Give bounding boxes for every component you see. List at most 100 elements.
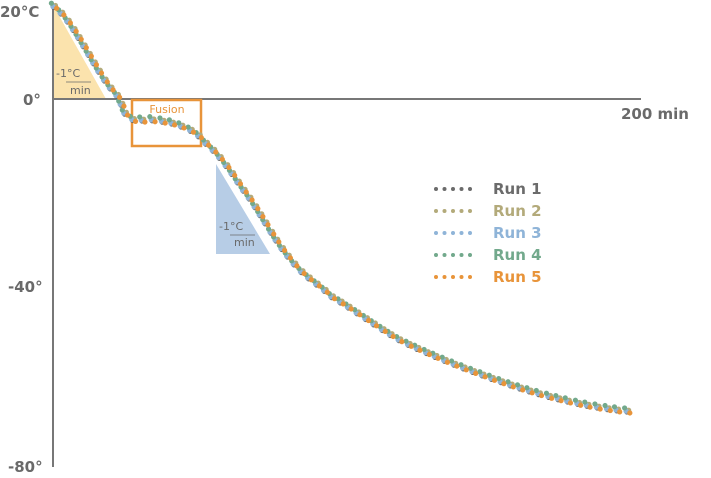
data-point-run-5 [382, 328, 388, 335]
data-point-run-5 [357, 312, 363, 318]
data-points [48, 0, 633, 416]
data-point-run-5 [491, 377, 498, 383]
legend-marker-run-4 [434, 253, 438, 257]
legend-label-run-1: Run 1 [493, 180, 542, 198]
data-point-run-4 [157, 115, 163, 121]
data-point-run-4 [265, 226, 272, 232]
data-point-run-5 [61, 12, 67, 18]
data-point-run-5 [181, 125, 187, 131]
legend-marker-run-3 [468, 231, 472, 235]
data-point-run-4 [458, 362, 464, 368]
legend-marker-run-5 [459, 275, 464, 279]
legend-marker-run-1 [459, 187, 464, 191]
data-point-run-4 [622, 405, 628, 411]
data-point-run-4 [553, 392, 559, 399]
cooling-rate-triangle-1 [53, 5, 106, 99]
cooling-rate-triangle-2 [216, 164, 270, 254]
data-point-run-5 [308, 277, 314, 283]
legend-marker-run-3 [459, 231, 464, 235]
data-point-run-4 [185, 124, 191, 130]
legend-marker-run-4 [459, 253, 464, 257]
data-point-run-5 [348, 306, 354, 312]
data-point-run-4 [486, 372, 492, 378]
data-point-run-5 [243, 189, 249, 195]
data-point-run-4 [582, 399, 588, 405]
data-point-run-5 [282, 247, 288, 253]
y-tick-label-0: 0° [23, 91, 41, 109]
rate-denominator-1: min [70, 84, 91, 97]
data-point-run-5 [110, 87, 116, 93]
legend-marker-run-1 [468, 187, 472, 191]
data-point-run-5 [501, 381, 507, 387]
y-tick-label-20: 20°C [0, 3, 39, 21]
data-point-run-5 [198, 135, 204, 141]
legend: Run 1 Run 2 Run 3 Run 4 Run 5 [434, 180, 542, 286]
data-point-run-4 [572, 397, 578, 403]
data-point-run-5 [190, 129, 197, 135]
legend-marker-run-1 [434, 187, 438, 191]
data-point-run-5 [132, 118, 139, 124]
legend-marker-run-2 [468, 209, 472, 213]
data-point-run-5 [104, 79, 110, 85]
data-point-run-5 [587, 404, 593, 410]
rate-numerator-1: -1°C [56, 67, 80, 80]
data-point-run-5 [520, 387, 526, 393]
legend-marker-run-2 [451, 209, 455, 213]
legend-marker-run-2 [434, 209, 438, 213]
data-point-run-5 [142, 119, 148, 125]
data-point-run-5 [549, 395, 555, 401]
data-point-run-4 [477, 369, 483, 375]
data-point-run-5 [301, 270, 307, 277]
data-point-run-4 [403, 338, 409, 344]
data-point-run-5 [171, 122, 178, 128]
data-point-run-5 [331, 296, 338, 302]
data-point-run-4 [524, 385, 530, 391]
data-point-run-5 [88, 53, 94, 59]
data-point-run-4 [496, 375, 502, 382]
data-point-run-5 [444, 359, 451, 365]
data-point-run-5 [213, 149, 219, 155]
data-point-run-5 [162, 120, 168, 126]
y-tick-label-minus-80: -80° [8, 458, 43, 476]
data-point-run-4 [176, 120, 182, 126]
data-point-run-5 [83, 45, 89, 51]
data-point-run-5 [473, 370, 479, 376]
data-point-run-4 [562, 395, 568, 401]
data-point-run-4 [421, 346, 427, 353]
data-point-run-5 [627, 410, 633, 416]
data-point-run-4 [137, 114, 143, 120]
legend-marker-run-5 [434, 275, 438, 279]
data-point-run-5 [276, 239, 282, 245]
data-point-run-5 [510, 384, 516, 390]
data-point-run-5 [463, 367, 469, 373]
data-point-run-5 [597, 406, 603, 412]
legend-marker-run-3 [434, 231, 438, 235]
data-point-run-5 [116, 94, 123, 100]
data-point-run-5 [232, 172, 238, 178]
legend-marker-run-5 [442, 275, 447, 279]
data-point-run-5 [567, 400, 574, 406]
data-point-run-5 [265, 222, 271, 228]
legend-marker-run-2 [459, 209, 464, 213]
data-point-run-5 [226, 164, 232, 171]
data-point-run-5 [454, 363, 460, 369]
x-axis-label: 200 min [621, 105, 689, 123]
data-point-run-5 [249, 197, 255, 203]
data-point-run-5 [482, 374, 488, 380]
legend-label-run-2: Run 2 [493, 202, 542, 220]
legend-marker-run-2 [442, 209, 447, 213]
legend-label-run-3: Run 3 [493, 224, 542, 242]
data-point-run-5 [390, 333, 396, 340]
legend-marker-run-1 [442, 187, 447, 191]
data-point-run-5 [73, 28, 79, 34]
data-point-run-4 [147, 114, 153, 120]
rate-denominator-2: min [234, 236, 255, 249]
data-point-run-4 [467, 365, 474, 371]
data-point-run-5 [121, 103, 127, 109]
data-point-run-4 [48, 0, 55, 6]
legend-marker-run-4 [442, 253, 447, 257]
data-point-run-4 [505, 379, 511, 385]
data-point-run-5 [373, 323, 380, 329]
data-point-run-4 [449, 358, 455, 364]
legend-label-run-5: Run 5 [493, 268, 542, 286]
